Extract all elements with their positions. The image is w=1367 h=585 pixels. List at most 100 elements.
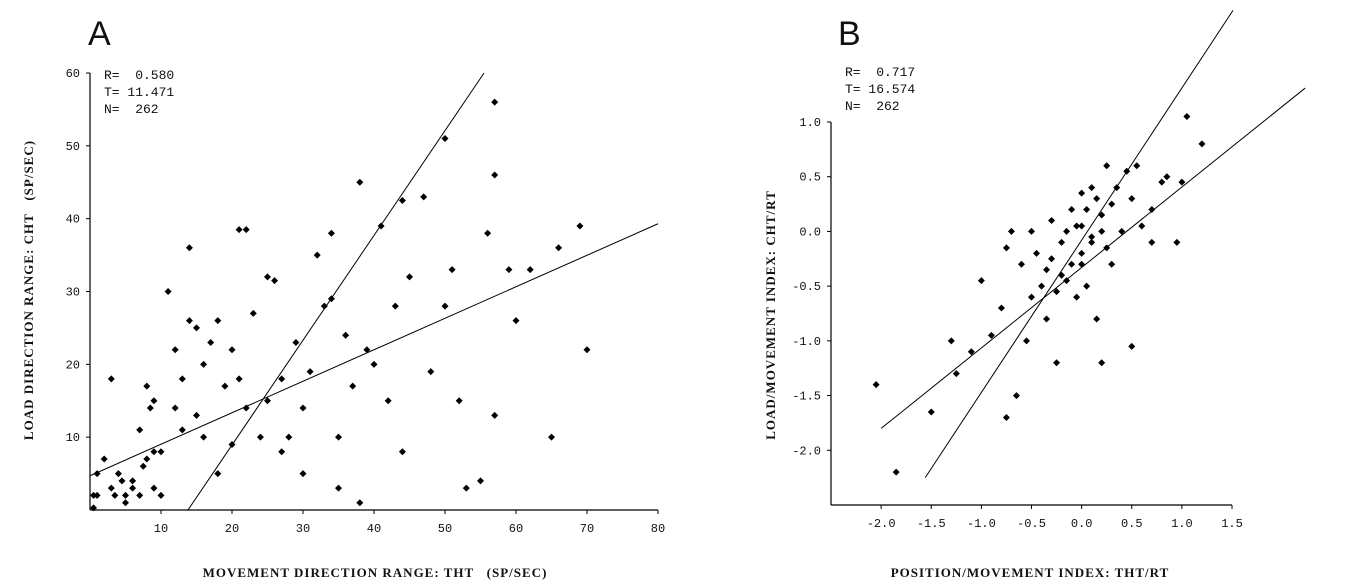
data-point — [448, 266, 456, 274]
data-point — [228, 346, 236, 354]
data-point — [1148, 238, 1156, 246]
data-point — [1083, 206, 1091, 214]
data-point — [356, 499, 364, 507]
data-point — [90, 504, 98, 512]
data-point — [391, 302, 399, 310]
data-point — [952, 370, 960, 378]
data-point — [505, 266, 513, 274]
y-tick-label: -2.0 — [792, 444, 821, 458]
data-point — [171, 404, 179, 412]
fit-line — [89, 223, 659, 477]
data-point — [221, 382, 229, 390]
data-point — [299, 404, 307, 412]
data-point — [377, 222, 385, 230]
data-point — [441, 135, 449, 143]
data-point — [1108, 260, 1116, 268]
data-point — [1098, 227, 1106, 235]
data-point — [342, 331, 350, 339]
data-point — [349, 382, 357, 390]
data-point — [1103, 244, 1111, 252]
data-point — [1043, 266, 1051, 274]
data-point — [200, 360, 208, 368]
data-point — [264, 397, 271, 405]
data-point — [228, 440, 236, 448]
y-tick-label: 10 — [66, 431, 80, 445]
x-tick-label: 1.0 — [1171, 517, 1193, 531]
data-point — [242, 404, 250, 412]
data-point — [1002, 244, 1010, 252]
data-point — [1063, 227, 1071, 235]
data-point — [1058, 271, 1066, 279]
data-point — [264, 273, 271, 281]
data-point — [1002, 413, 1010, 421]
data-point — [1133, 162, 1141, 170]
y-tick-label: 20 — [66, 358, 80, 372]
y-tick-label: -1.0 — [792, 335, 821, 349]
x-tick-label: -1.0 — [967, 517, 996, 531]
data-point — [398, 448, 406, 456]
data-point — [129, 484, 137, 492]
data-point — [1078, 249, 1086, 257]
data-point — [193, 411, 200, 419]
data-point — [271, 277, 279, 285]
data-point — [139, 462, 147, 470]
data-point — [491, 171, 499, 179]
data-point — [107, 484, 115, 492]
data-point — [555, 244, 563, 252]
data-point — [107, 375, 115, 383]
annotation: N= 262 — [845, 99, 900, 114]
annotation: T= 16.574 — [845, 82, 915, 97]
data-point — [1123, 167, 1131, 175]
data-point — [1148, 206, 1156, 214]
data-point — [892, 468, 900, 476]
data-point — [1053, 288, 1061, 296]
data-point — [406, 273, 413, 281]
y-tick-label: -0.5 — [792, 280, 821, 294]
data-point — [427, 368, 435, 376]
data-point — [987, 331, 995, 339]
data-point — [1033, 249, 1041, 257]
data-point — [93, 470, 101, 478]
data-point — [1128, 195, 1136, 203]
data-point — [491, 411, 499, 419]
data-point — [512, 317, 520, 325]
x-tick-label: -0.5 — [1017, 517, 1046, 531]
x-tick-label: -1.5 — [917, 517, 946, 531]
data-point — [242, 226, 250, 234]
data-point — [1012, 392, 1020, 400]
data-point — [1078, 260, 1086, 268]
data-point — [327, 229, 335, 237]
data-point — [114, 470, 122, 478]
x-tick-label: 70 — [580, 522, 594, 536]
data-point — [1178, 178, 1186, 186]
data-point — [1017, 260, 1025, 268]
data-point — [1048, 255, 1056, 263]
data-point — [384, 397, 392, 405]
data-point — [967, 348, 975, 356]
panel-label: A — [88, 15, 111, 53]
y-axis-label: LOAD DIRECTION RANGE: CHT (SP/SEC) — [21, 140, 36, 440]
annotation: R= 0.580 — [104, 68, 174, 83]
x-axis-label: POSITION/MOVEMENT INDEX: THT/RT — [891, 565, 1170, 580]
y-tick-label: 60 — [66, 67, 80, 81]
data-point — [1063, 277, 1071, 285]
data-point — [1078, 222, 1086, 230]
y-tick-label: 0.5 — [799, 171, 821, 185]
y-tick-label: -1.5 — [792, 390, 821, 404]
data-point — [200, 433, 208, 441]
data-point — [214, 317, 222, 325]
fit-line — [924, 10, 1234, 478]
data-point — [146, 404, 154, 412]
y-tick-label: 1.0 — [799, 116, 821, 130]
data-point — [548, 433, 555, 441]
data-point — [1173, 238, 1181, 246]
data-point — [285, 433, 293, 441]
data-point — [1198, 140, 1206, 148]
data-point — [398, 196, 406, 204]
data-point — [129, 477, 137, 485]
data-point — [1118, 227, 1126, 235]
y-tick-label: 50 — [66, 140, 80, 154]
data-point — [1128, 342, 1136, 350]
data-point — [122, 499, 129, 507]
